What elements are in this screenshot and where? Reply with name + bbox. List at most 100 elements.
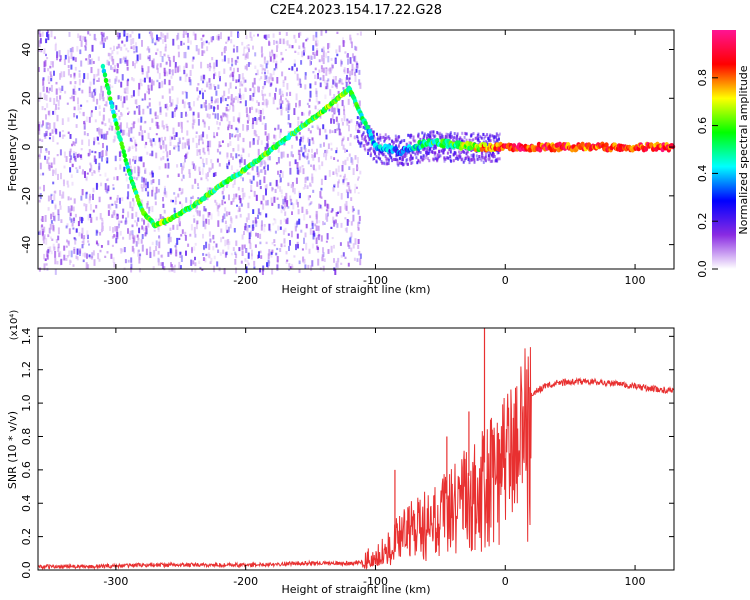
- heatmap-cell: [261, 53, 264, 57]
- heatmap-cell: [170, 102, 173, 107]
- heatmap-cell: [81, 227, 84, 235]
- heatmap-cell: [160, 145, 163, 150]
- heatmap-cell: [45, 131, 48, 137]
- heatmap-cell: [388, 137, 391, 141]
- heatmap-cell: [186, 151, 189, 155]
- heatmap-cell: [334, 107, 336, 114]
- heatmap-cell: [142, 177, 145, 183]
- heatmap-cell: [397, 163, 400, 167]
- heatmap-cell: [76, 154, 79, 158]
- heatmap-cell: [63, 245, 66, 251]
- heatmap-cell: [109, 53, 112, 60]
- heatmap-cell: [175, 132, 178, 137]
- heatmap-cell: [264, 131, 267, 136]
- heatmap-cell: [209, 261, 212, 264]
- heatmap-cell: [243, 159, 246, 165]
- heatmap-cell: [111, 66, 114, 71]
- heatmap-cell: [224, 97, 227, 102]
- heatmap-cell: [229, 141, 232, 146]
- heatmap-cell: [166, 158, 169, 162]
- heatmap-cell: [356, 167, 359, 170]
- heatmap-cell: [256, 100, 259, 104]
- heatmap-cell: [226, 163, 229, 168]
- heatmap-cell: [50, 30, 53, 38]
- heatmap-cell: [213, 62, 216, 69]
- heatmap-cell: [236, 67, 239, 73]
- heatmap-cell: [282, 82, 285, 87]
- heatmap-cell: [320, 187, 323, 191]
- heatmap-cell: [95, 229, 98, 236]
- heatmap-cell: [233, 178, 236, 185]
- heatmap-cell: [218, 163, 221, 167]
- heatmap-cell: [364, 148, 367, 152]
- heatmap-cell: [272, 97, 275, 105]
- heatmap-cell: [201, 268, 204, 271]
- heatmap-cell: [208, 41, 210, 45]
- heatmap-cell: [183, 52, 186, 59]
- heatmap-cell: [322, 221, 324, 226]
- heatmap-cell: [67, 184, 70, 188]
- heatmap-cell: [247, 213, 250, 220]
- heatmap-cell: [45, 263, 48, 266]
- heatmap-cell: [220, 32, 222, 40]
- heatmap-cell: [108, 127, 111, 131]
- heatmap-cell: [397, 145, 400, 149]
- heatmap-cell: [297, 209, 300, 215]
- heatmap-cell: [185, 153, 188, 159]
- heatmap-cell: [247, 252, 250, 259]
- heatmap-cell: [132, 198, 134, 202]
- heatmap-cell: [94, 158, 97, 165]
- heatmap-cell: [317, 258, 320, 266]
- heatmap-cell: [197, 95, 200, 98]
- heatmap-cell: [312, 189, 315, 193]
- heatmap-cell: [235, 127, 238, 131]
- heatmap-cell: [245, 53, 248, 58]
- heatmap-cell: [304, 148, 307, 153]
- heatmap-cell: [56, 154, 59, 157]
- heatmap-cell: [487, 137, 490, 141]
- heatmap-cell: [149, 251, 152, 258]
- heatmap-cell: [177, 142, 180, 147]
- heatmap-cell: [205, 253, 208, 257]
- heatmap-cell: [408, 134, 411, 138]
- heatmap-cell: [208, 126, 210, 130]
- heatmap-cell: [107, 52, 110, 57]
- heatmap-cell: [309, 90, 312, 98]
- heatmap-cell: [225, 251, 228, 256]
- heatmap-cell: [190, 224, 193, 231]
- heatmap-cell: [217, 35, 220, 41]
- heatmap-cell: [462, 149, 464, 153]
- heatmap-cell: [177, 145, 180, 152]
- heatmap-cell: [89, 33, 92, 36]
- heatmap-cell: [84, 171, 86, 178]
- heatmap-cell: [327, 143, 330, 149]
- y-tick-label: 0: [20, 144, 33, 151]
- heatmap-cell: [210, 83, 213, 90]
- heatmap-cell: [297, 121, 300, 128]
- heatmap-cell: [427, 151, 430, 155]
- heatmap-cell: [109, 203, 112, 210]
- heatmap-cell: [398, 135, 401, 139]
- heatmap-cell: [335, 147, 338, 151]
- heatmap-cell: [316, 40, 319, 46]
- heatmap-cell: [87, 60, 90, 65]
- heatmap-cell: [41, 231, 44, 237]
- heatmap-cell: [38, 267, 41, 272]
- heatmap-cell: [123, 247, 126, 253]
- heatmap-cell: [101, 38, 104, 45]
- heatmap-cell: [342, 144, 345, 150]
- heatmap-cell: [77, 153, 80, 158]
- heatmap-cell: [274, 135, 277, 141]
- heatmap-cell: [38, 129, 41, 135]
- heatmap-cell: [276, 77, 279, 84]
- heatmap-cell: [57, 99, 60, 107]
- heatmap-cell: [342, 179, 345, 183]
- heatmap-cell: [223, 47, 226, 54]
- heatmap-cell: [357, 239, 360, 244]
- heatmap-cell: [322, 50, 325, 58]
- heatmap-cell: [436, 131, 439, 134]
- heatmap-cell: [131, 123, 134, 126]
- heatmap-cell: [78, 87, 81, 91]
- heatmap-cell: [257, 208, 260, 215]
- heatmap-cell: [494, 140, 497, 144]
